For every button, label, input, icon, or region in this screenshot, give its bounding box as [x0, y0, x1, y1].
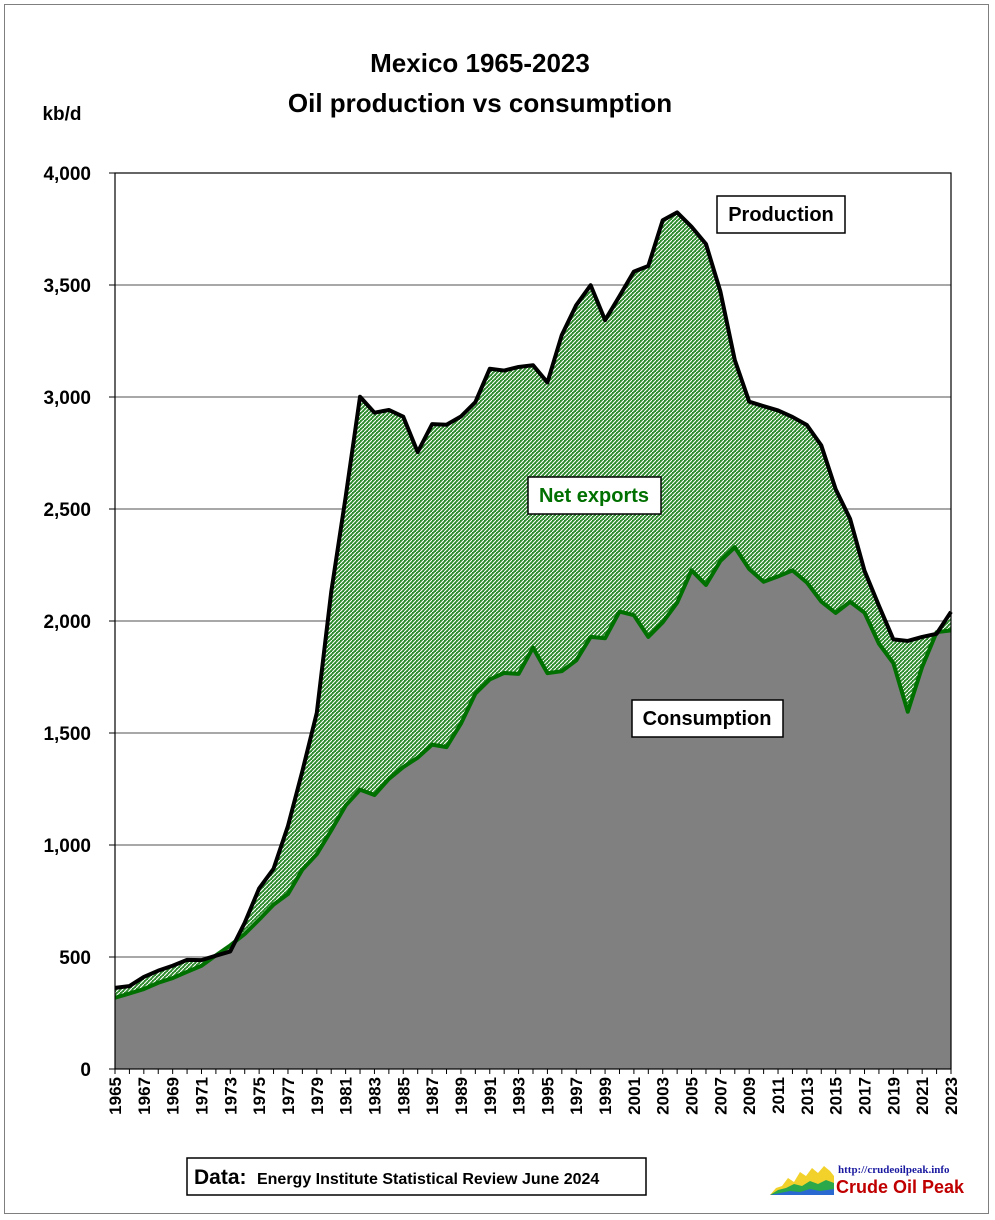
y-tick-label: 2,000 — [43, 612, 91, 633]
x-tick-label: 2015 — [827, 1077, 846, 1115]
chart-title-line-1: Mexico 1965-2023 — [370, 48, 590, 78]
y-tick-label: 3,500 — [43, 276, 91, 297]
x-tick-label: 1977 — [279, 1077, 298, 1115]
x-tick-label: 1979 — [308, 1077, 327, 1115]
x-tick-label: 2017 — [856, 1077, 875, 1115]
annotation-net-exports-box — [527, 476, 662, 515]
chart-frame — [4, 4, 989, 1214]
source-text: Data: Energy Institute Statistical Revie… — [194, 1166, 599, 1189]
annotation-production: Production — [716, 195, 846, 234]
x-tick-label: 1965 — [106, 1077, 125, 1115]
annotation-consumption-box — [631, 699, 784, 738]
y-tick-label: 3,000 — [43, 388, 91, 409]
x-tick-label: 2019 — [884, 1077, 903, 1115]
x-tick-label: 1997 — [567, 1077, 586, 1115]
logo: http://crudeoilpeak.info Crude Oil Peak — [770, 1164, 965, 1197]
x-tick-label: 2005 — [683, 1077, 702, 1115]
x-tick-label: 2013 — [798, 1077, 817, 1115]
y-tick-label: 4,000 — [43, 164, 91, 185]
x-tick-label: 2009 — [740, 1077, 759, 1115]
source-note: Data: Energy Institute Statistical Revie… — [186, 1157, 647, 1196]
x-tick-label: 2021 — [913, 1077, 932, 1115]
annotation-production-box — [716, 195, 846, 234]
x-tick-label: 1971 — [192, 1077, 211, 1115]
logo-name: Crude Oil Peak — [836, 1177, 965, 1197]
x-tick-label: 1969 — [164, 1077, 183, 1115]
x-tick-label: 1991 — [481, 1077, 500, 1115]
x-tick-label: 1993 — [510, 1077, 529, 1115]
x-tick-label: 1981 — [337, 1077, 356, 1115]
x-axis-ticks: 1965 1967 1969 1971 1973 1975 1977 1979 1981 1983… — [106, 1069, 961, 1115]
x-tick-label: 1985 — [394, 1077, 413, 1115]
logo-url: http://crudeoilpeak.info — [838, 1164, 950, 1176]
annotation-production-label: Production — [728, 204, 834, 226]
y-tick-label: 1,000 — [43, 836, 91, 857]
y-axis-ticks: 0 500 1,000 1,500 2,000 2,500 3,000 3,500 4,000 — [43, 164, 115, 1081]
x-tick-label: 1995 — [538, 1077, 557, 1115]
x-tick-label: 1983 — [365, 1077, 384, 1115]
y-tick-label: 0 — [80, 1060, 91, 1081]
x-tick-label: 2003 — [654, 1077, 673, 1115]
y-axis-unit: kb/d — [42, 104, 81, 125]
x-tick-label: 1973 — [221, 1077, 240, 1115]
x-tick-label: 1967 — [135, 1077, 154, 1115]
source-label: Data: — [194, 1166, 247, 1189]
x-tick-label: 1987 — [423, 1077, 442, 1115]
series-lines — [114, 210, 953, 1000]
consumption-line — [114, 545, 952, 1000]
production-line — [114, 210, 953, 990]
x-tick-label: 2011 — [769, 1077, 788, 1114]
consumption-area — [115, 547, 951, 1069]
annotation-consumption: Consumption — [631, 699, 784, 738]
annotation-consumption-label: Consumption — [643, 708, 772, 730]
source-box — [186, 1157, 647, 1196]
logo-graphic-bottom — [770, 1189, 834, 1195]
x-tick-label: 2007 — [711, 1077, 730, 1115]
y-tick-label: 500 — [59, 948, 91, 969]
x-tick-label: 1975 — [250, 1077, 269, 1115]
x-tick-label: 1989 — [452, 1077, 471, 1115]
y-tick-label: 1,500 — [43, 724, 91, 745]
annotation-net-exports-label: Net exports — [539, 485, 649, 507]
chart-areas — [115, 212, 951, 1069]
x-tick-label: 2001 — [625, 1077, 644, 1115]
annotation-net-exports: Net exports — [527, 476, 662, 515]
y-tick-label: 2,500 — [43, 500, 91, 521]
x-tick-label: 1999 — [596, 1077, 615, 1115]
chart-title-line-2: Oil production vs consumption — [288, 88, 672, 118]
x-tick-label: 2023 — [942, 1077, 961, 1115]
source-description: Energy Institute Statistical Review June… — [257, 1171, 599, 1188]
